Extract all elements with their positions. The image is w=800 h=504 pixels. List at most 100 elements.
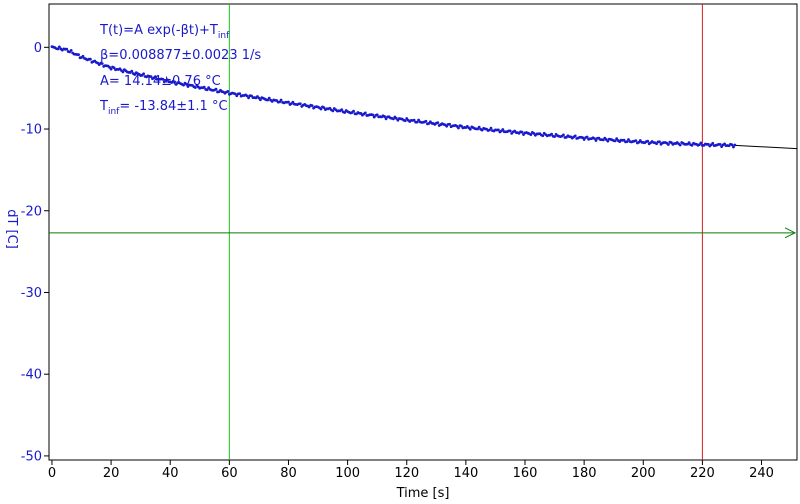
measured-point (690, 143, 694, 147)
measured-point (112, 66, 116, 70)
measured-point (205, 88, 209, 92)
measured-point (666, 143, 670, 146)
measured-point (627, 138, 630, 141)
measured-point (457, 126, 460, 130)
measured-point (185, 83, 188, 86)
measured-point (202, 85, 206, 89)
tinf-value: Tinf= -13.84±1.1 °C (99, 99, 228, 117)
measured-point (322, 106, 326, 110)
measured-point (161, 77, 165, 81)
measured-point (343, 111, 347, 114)
x-tick-label: 160 (513, 466, 538, 481)
measured-point (375, 113, 379, 117)
measured-point (149, 75, 153, 79)
plot-frame (48, 3, 798, 461)
measured-point (412, 118, 416, 122)
measured-point (100, 62, 104, 65)
measured-point (477, 125, 481, 129)
measured-point (448, 122, 452, 126)
fit-curve (734, 144, 798, 150)
measured-point (298, 102, 302, 106)
measured-point (489, 126, 493, 130)
measured-point (718, 142, 722, 146)
x-tick-label: 240 (749, 466, 774, 481)
measured-point (165, 78, 169, 82)
measured-point (687, 141, 691, 144)
measured-point (634, 139, 638, 143)
x-tick-label: 60 (221, 466, 238, 481)
measured-point (699, 141, 703, 145)
measured-point (501, 128, 505, 131)
measured-point (508, 129, 512, 133)
measured-point (613, 139, 617, 143)
measured-point (415, 120, 419, 124)
measured-point (258, 98, 262, 102)
measured-point (594, 139, 598, 142)
measured-point (279, 98, 283, 102)
measured-point (468, 127, 472, 131)
measured-point (403, 119, 407, 123)
measured-point (383, 115, 386, 118)
measured-point (625, 140, 629, 144)
x-axis-ticks: 0 20 40 60 80 100 120 140 160 180 200 220 240 (48, 460, 774, 481)
x-tick-label: 20 (103, 466, 120, 481)
measured-point (88, 57, 92, 61)
measured-point (532, 131, 536, 135)
x-tick-label: 120 (394, 466, 419, 481)
measured-point (541, 134, 545, 138)
y-axis-ticks: 0 -10 -20 -30 -40 -50 (21, 41, 49, 464)
measured-point (573, 134, 577, 138)
measured-point (646, 139, 650, 143)
measured-point (678, 143, 682, 147)
measured-point (278, 100, 282, 104)
measured-point (655, 142, 658, 146)
x-tick-label: 100 (335, 466, 360, 481)
measured-point (732, 145, 735, 149)
measured-point (582, 138, 586, 141)
measured-point (585, 135, 589, 139)
measured-point (553, 135, 556, 138)
measured-point (182, 83, 185, 87)
measured-point (214, 87, 218, 91)
measured-point (226, 90, 230, 93)
measured-point (154, 75, 157, 79)
measured-point (436, 121, 440, 125)
measured-point (109, 67, 113, 71)
measured-point (581, 136, 585, 140)
y-tick-label: -40 (21, 368, 42, 383)
measured-point (56, 47, 60, 51)
measured-point (711, 141, 715, 145)
measured-point (733, 143, 737, 147)
measured-point (319, 107, 323, 111)
y-tick-label: -20 (21, 204, 42, 219)
measured-point (496, 128, 500, 132)
measured-point (291, 100, 295, 104)
y-tick-label: -50 (21, 449, 42, 464)
measured-point (394, 117, 398, 120)
measured-point (529, 133, 533, 137)
measured-point (730, 143, 734, 147)
x-tick-label: 140 (453, 466, 478, 481)
measured-point (142, 72, 146, 76)
y-tick-label: -10 (21, 123, 42, 138)
measured-point (267, 96, 271, 100)
x-tick-label: 180 (572, 466, 597, 481)
measured-point (363, 111, 367, 115)
measured-point (562, 133, 565, 137)
measured-point (65, 47, 69, 51)
measured-point (193, 86, 197, 89)
x-tick-label: 0 (48, 466, 56, 481)
y-axis-title: dT [C] (4, 209, 19, 249)
amplitude-value: A= 14.14±0.76 °C (100, 74, 221, 89)
measured-point (606, 139, 610, 143)
measured-point (121, 70, 125, 74)
measured-point (340, 108, 344, 112)
measured-point (130, 69, 134, 73)
measured-point (593, 137, 596, 140)
x-tick-label: 40 (162, 466, 179, 481)
measured-point (247, 96, 250, 100)
measured-point (245, 94, 249, 98)
horizontal-cursor-arrow-icon (784, 227, 797, 239)
y-tick-label: 0 (34, 41, 42, 56)
